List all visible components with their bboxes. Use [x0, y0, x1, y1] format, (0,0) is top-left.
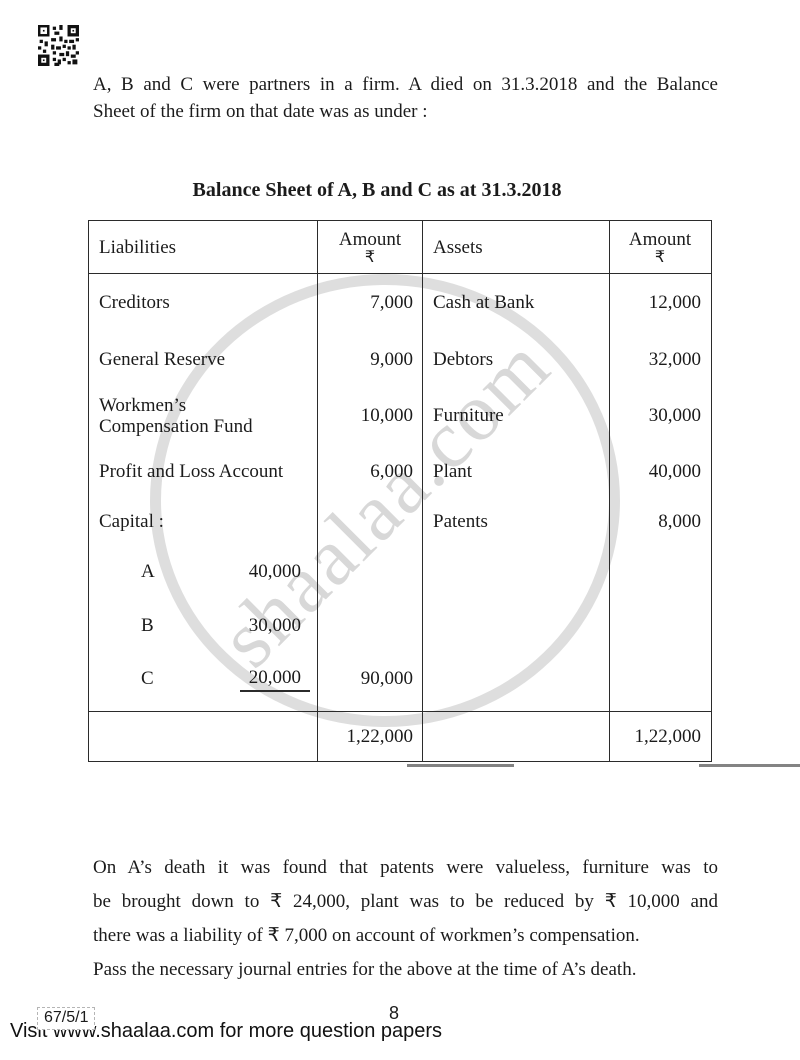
table-row: Profit and Loss Account 6,000 Plant 40,0…	[89, 444, 711, 499]
asset-amount: 30,000	[648, 404, 701, 426]
asset-name: Plant	[423, 444, 610, 499]
table-header-row: Liabilities Amount ₹ Assets Amount ₹	[89, 221, 711, 274]
partner-name: C	[141, 668, 154, 689]
assets-total: 1,22,000	[634, 725, 702, 747]
header-amount-label: Amount	[628, 229, 692, 250]
liability-name: Capital :	[89, 499, 318, 545]
total-double-rule-left	[407, 764, 514, 767]
question-paragraph: On A’s death it was found that patents w…	[93, 851, 718, 987]
liability-amount: 9,000	[318, 332, 423, 387]
capital-row-c: C 20,000 90,000	[89, 653, 711, 705]
liability-amount: 10,000	[318, 387, 423, 444]
question-line-1: On A’s death it was found that patents w…	[93, 857, 718, 878]
rupee-symbol: ₹	[654, 249, 666, 266]
question-line-2: be brought down to ₹ 24,000, plant was t…	[93, 891, 718, 912]
partner-capital: 20,000	[239, 667, 310, 692]
intro-line-2: Sheet of the firm on that date was as un…	[93, 101, 428, 122]
question-line-3: there was a liability of ₹ 7,000 on acco…	[93, 925, 640, 946]
header-liabilities: Liabilities	[89, 221, 318, 273]
capital-row-a: A 40,000	[89, 545, 711, 598]
balance-sheet-title: Balance Sheet of A, B and C as at 31.3.2…	[192, 179, 562, 201]
partner-capital: 40,000	[248, 560, 301, 582]
asset-name: Furniture	[423, 387, 610, 444]
liability-name: General Reserve	[89, 332, 318, 387]
header-assets: Assets	[423, 221, 610, 273]
table-filler-row	[89, 705, 711, 711]
table-row: General Reserve 9,000 Debtors 32,000	[89, 332, 711, 387]
liability-name: Profit and Loss Account	[89, 444, 318, 499]
question-line-4: Pass the necessary journal entries for t…	[93, 959, 637, 980]
footer-visit-text: Visit www.shaalaa.com for more question …	[10, 1020, 443, 1042]
liability-line-2: Compensation Fund	[99, 415, 253, 437]
asset-amount: 40,000	[648, 460, 701, 482]
asset-name: Cash at Bank	[423, 274, 610, 332]
qr-code-icon	[38, 25, 79, 66]
liability-amount: 7,000	[318, 274, 423, 332]
capital-row-b: B 30,000	[89, 598, 711, 653]
asset-amount: 12,000	[648, 292, 701, 313]
partner-name: B	[141, 614, 154, 636]
liability-amount: 6,000	[318, 444, 423, 499]
header-amount-liabilities: Amount ₹	[318, 221, 423, 273]
balance-sheet-table: Liabilities Amount ₹ Assets Amount ₹ Cre…	[88, 220, 712, 762]
asset-name: Patents	[423, 499, 610, 545]
partner-name: A	[141, 560, 155, 582]
table-total-row: 1,22,000 1,22,000	[89, 711, 711, 761]
rupee-symbol: ₹	[364, 249, 376, 266]
liability-amount	[318, 499, 423, 545]
header-amount-assets: Amount ₹	[610, 221, 710, 273]
table-row: Workmen’s Compensation Fund 10,000 Furni…	[89, 387, 711, 444]
liability-line-1: Workmen’s	[99, 394, 187, 416]
header-amount-label: Amount	[338, 229, 402, 250]
asset-amount: 8,000	[658, 511, 701, 532]
paper-code-badge: 67/5/1	[37, 1007, 96, 1030]
partner-capital: 30,000	[248, 614, 301, 636]
liability-name: Workmen’s Compensation Fund	[89, 387, 318, 444]
capital-entry: C 20,000	[89, 653, 318, 705]
table-row: Creditors 7,000 Cash at Bank 12,000	[89, 274, 711, 332]
liability-name: Creditors	[89, 274, 318, 332]
capital-entry: B 30,000	[89, 598, 318, 653]
intro-line-1: A, B and C were partners in a firm. A di…	[93, 74, 718, 95]
total-double-rule-right	[699, 764, 800, 767]
capital-total: 90,000	[318, 653, 423, 705]
capital-entry: A 40,000	[89, 545, 318, 598]
asset-amount: 32,000	[648, 348, 701, 370]
asset-name: Debtors	[423, 332, 610, 387]
table-row: Capital : Patents 8,000	[89, 499, 711, 545]
intro-paragraph: A, B and C were partners in a firm. A di…	[93, 71, 718, 125]
page-number: 8	[388, 1003, 399, 1023]
liabilities-total: 1,22,000	[318, 712, 423, 761]
